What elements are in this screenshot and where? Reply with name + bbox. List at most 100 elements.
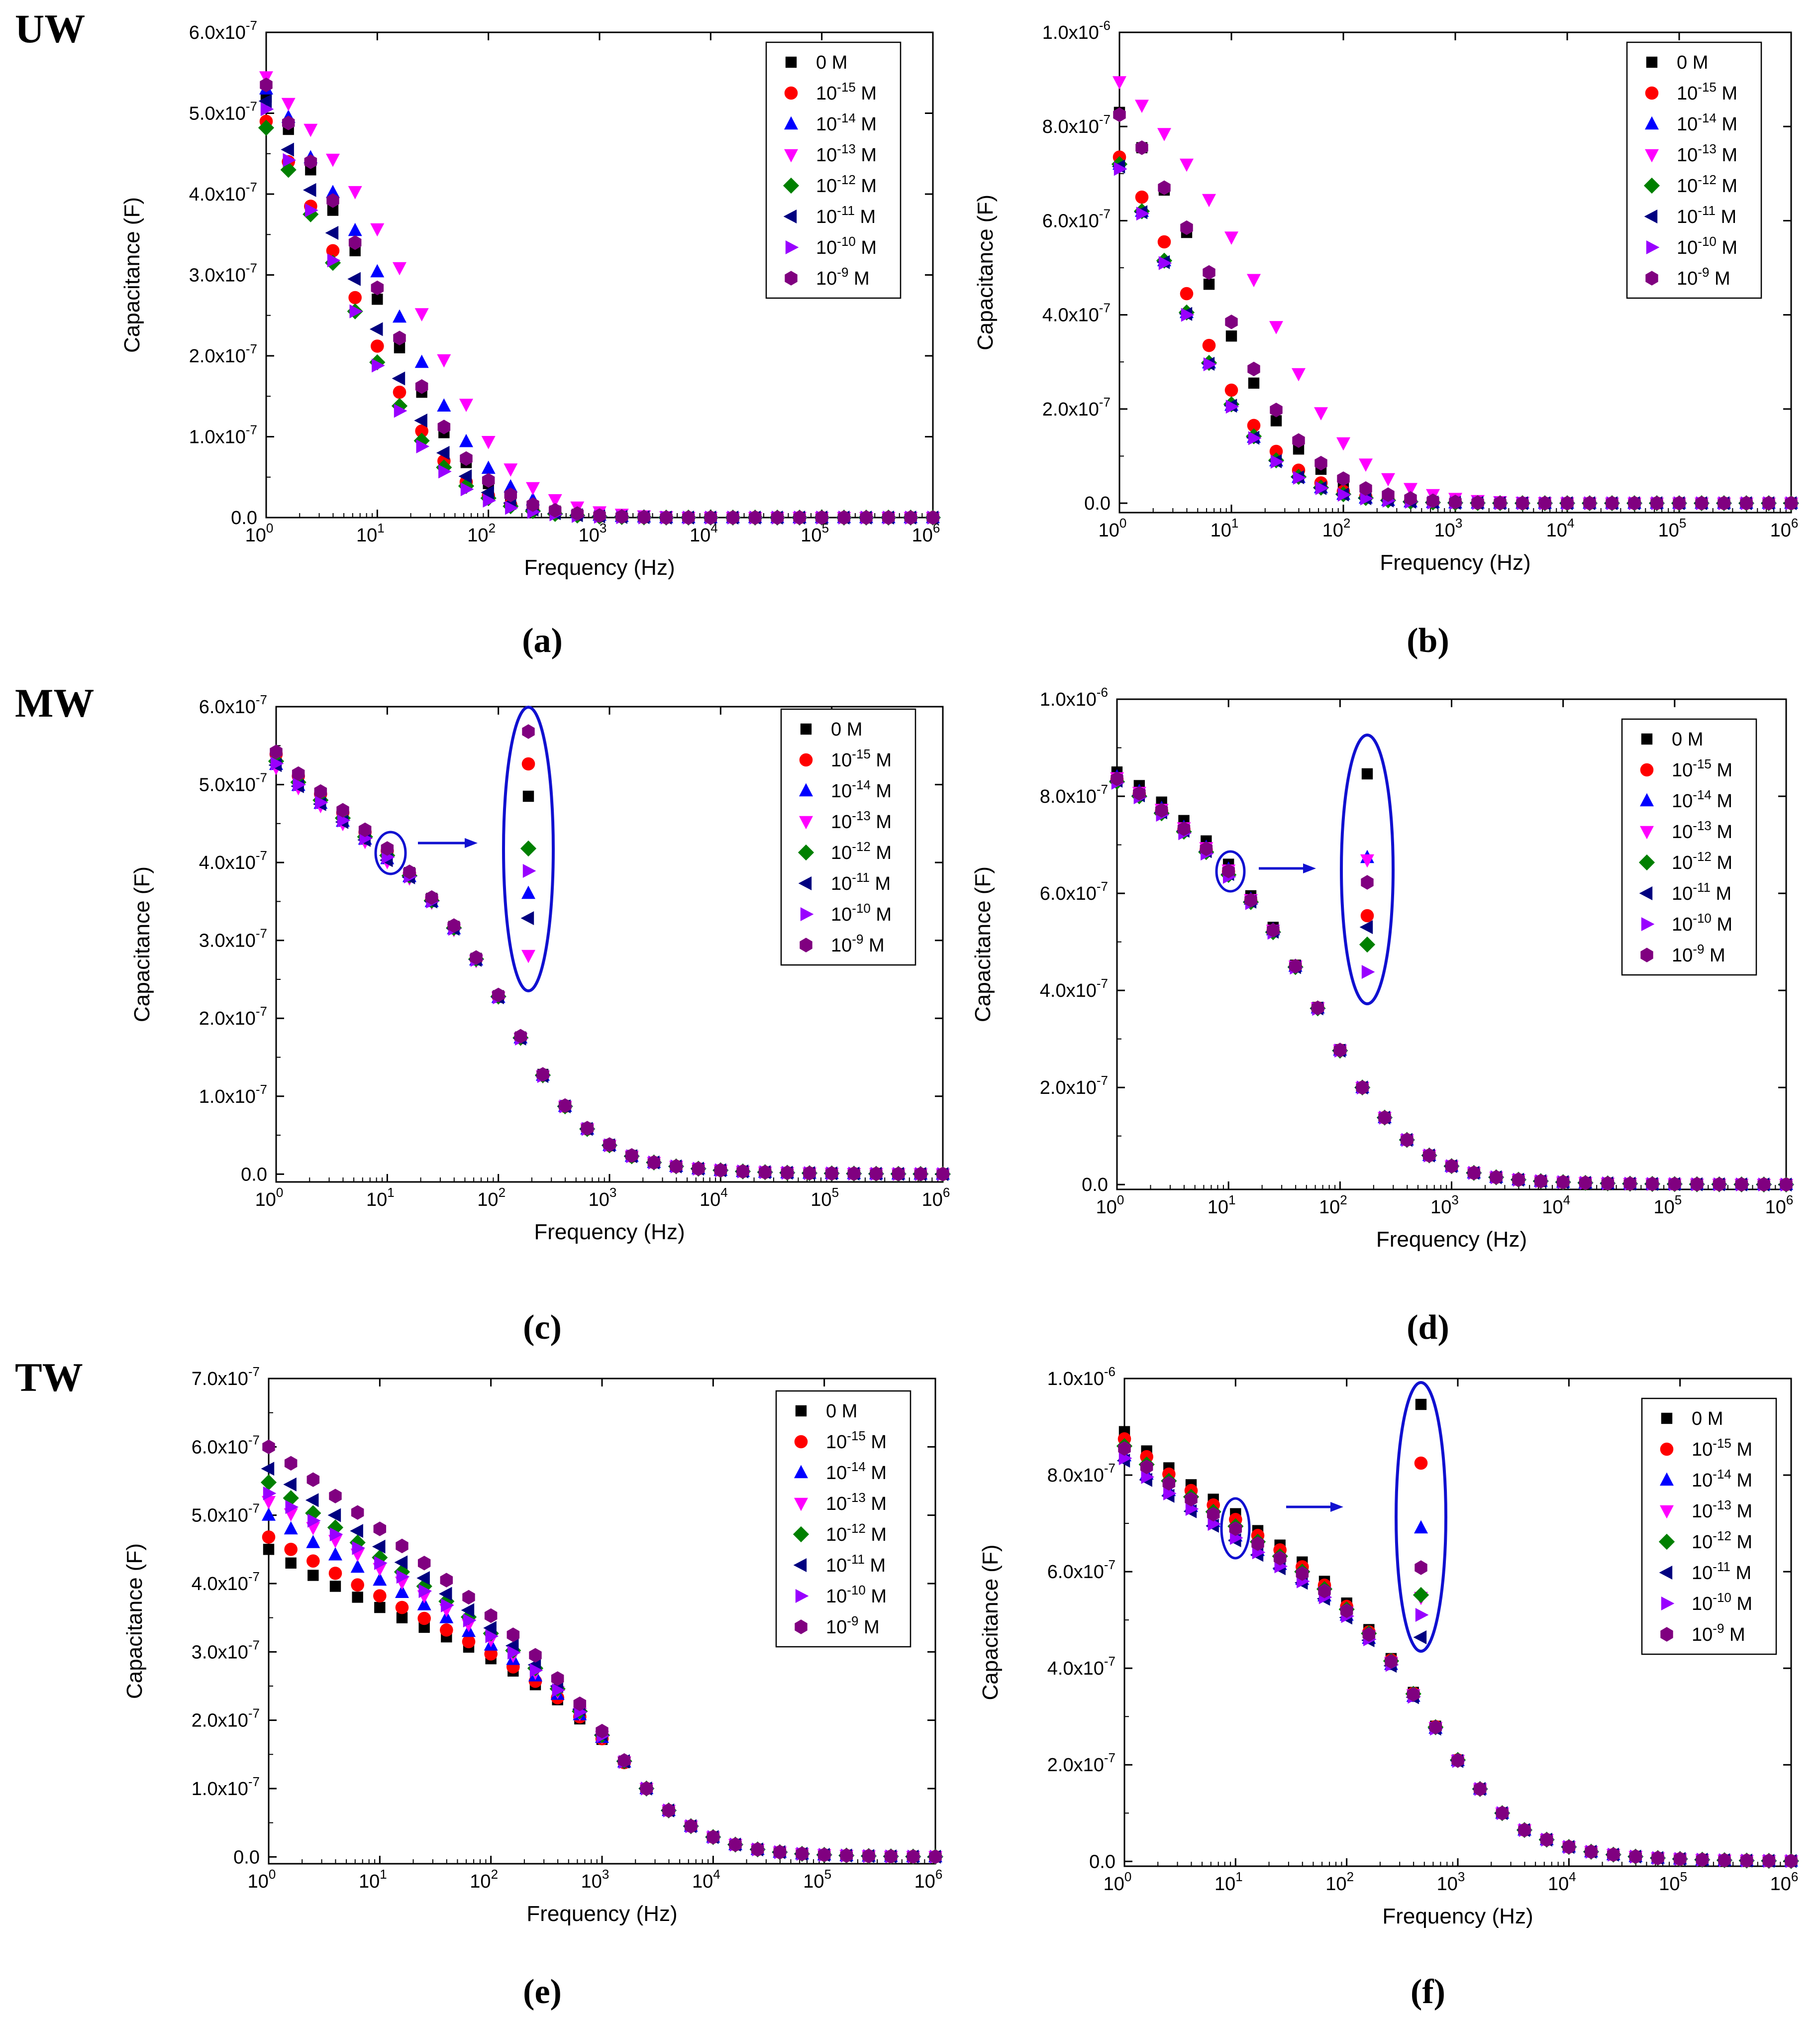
data-point-s7-30: [936, 1167, 949, 1181]
data-point-s7-3: [1185, 1491, 1198, 1507]
legend-box: [765, 41, 902, 299]
x-axis-title: Frequency (Hz): [526, 1902, 677, 1926]
legend-label-4: 10-12 M: [1672, 849, 1732, 873]
data-point-s6-9: [1315, 481, 1329, 495]
x-tick-label: 106: [1770, 516, 1799, 541]
data-point-s7-27: [1718, 1853, 1731, 1868]
legend-label-7: 10-9 M: [1677, 265, 1730, 289]
data-point-s7-8: [440, 1573, 453, 1588]
legend-label-1: 10-15 M: [816, 80, 877, 104]
x-tick-label: 104: [1548, 1869, 1576, 1895]
data-point-s7-11: [1359, 481, 1372, 496]
data-point-s2-7: [417, 1597, 431, 1610]
panel-caption: (c): [523, 1308, 562, 1347]
x-tick-label: 102: [1322, 516, 1351, 541]
data-point-s7-26: [1696, 1852, 1709, 1867]
data-point-s0-1: [285, 1557, 297, 1569]
x-tick-label: 102: [477, 1185, 506, 1210]
data-point-s5-8: [438, 1587, 452, 1601]
data-point-s7-4: [1207, 1507, 1220, 1522]
data-point-s0-7: [418, 1621, 430, 1633]
legend-label-5: 10-11 M: [816, 203, 876, 227]
y-tick-label: 0.0: [1089, 1851, 1115, 1872]
legend-marker-5: [783, 210, 797, 223]
legend-label-2: 10-14 M: [826, 1459, 887, 1484]
data-point-s2-3: [326, 185, 340, 198]
legend-label-6: 10-10 M: [826, 1583, 887, 1607]
legend-marker-3: [784, 149, 798, 163]
legend-label-2: 10-14 M: [1672, 787, 1732, 812]
data-point-s5-2: [305, 1493, 319, 1507]
legend-marker-0: [795, 1405, 807, 1417]
data-point-s7-21: [1579, 1175, 1592, 1190]
y-tick-label: 3.0x10-7: [199, 926, 267, 952]
data-point-s6-9: [460, 482, 474, 497]
data-point-s7-5: [1225, 315, 1238, 329]
legend-label-0: 0 M: [826, 1401, 857, 1422]
data-point-s7-5: [371, 280, 384, 296]
data-point-s7-9: [1311, 1000, 1324, 1015]
data-point-s0-3: [329, 1581, 341, 1592]
data-point-s6-2: [1163, 1486, 1177, 1500]
row-label-uw: UW: [15, 6, 85, 51]
data-point-s3-12: [1381, 473, 1395, 487]
zoom-point-1: [1414, 1456, 1428, 1470]
data-point-s6-3: [1185, 1502, 1199, 1516]
data-point-s7-12: [1385, 1654, 1398, 1669]
data-point-s7-13: [1404, 491, 1417, 506]
data-point-s7-30: [1785, 1853, 1798, 1869]
data-point-s6-1: [293, 777, 306, 792]
legend-label-7: 10-9 M: [1692, 1621, 1745, 1645]
x-axis-title: Frequency (Hz): [534, 1220, 685, 1244]
data-point-s4-7: [413, 432, 430, 449]
y-tick-label: 4.0x10-7: [192, 1569, 260, 1595]
zoom-point-6: [1415, 1608, 1429, 1622]
data-point-s7-17: [647, 1155, 661, 1170]
data-point-s5-7: [414, 414, 427, 427]
data-point-s6-0: [1113, 162, 1127, 176]
data-point-s7-24: [793, 510, 806, 525]
data-point-s7-18: [670, 1159, 683, 1174]
data-point-s7-22: [751, 1842, 764, 1857]
data-point-s2-0: [262, 1507, 276, 1521]
y-tick-label: 1.0x10-6: [1047, 1364, 1115, 1389]
data-point-s7-14: [1426, 493, 1439, 508]
data-point-s7-11: [514, 1029, 527, 1044]
data-point-s5-1: [281, 142, 294, 157]
data-point-s7-8: [437, 420, 451, 434]
legend-label-1: 10-15 M: [1677, 80, 1737, 104]
data-point-s1-4: [1202, 338, 1216, 352]
data-point-s1-6: [395, 1600, 409, 1614]
legend-marker-5: [1659, 1566, 1673, 1580]
data-point-s1-7: [1269, 444, 1283, 458]
panel-caption: (f): [1411, 1973, 1445, 2011]
data-point-s6-1: [283, 153, 297, 167]
data-point-s7-22: [1601, 1176, 1615, 1191]
data-point-s5-4: [350, 1524, 363, 1538]
data-point-s7-17: [1494, 495, 1507, 511]
y-tick-label: 8.0x10-7: [1040, 782, 1108, 807]
y-tick-label: 4.0x10-7: [189, 180, 257, 205]
data-point-s3-6: [393, 262, 406, 276]
data-point-s5-6: [392, 371, 405, 386]
data-point-s7-6: [393, 330, 406, 345]
x-tick-label: 100: [1104, 1869, 1132, 1895]
data-point-s7-24: [1646, 1176, 1659, 1191]
data-point-s3-3: [1180, 158, 1194, 172]
data-point-s2-6: [395, 1585, 409, 1598]
data-point-s7-13: [558, 1098, 572, 1113]
data-point-s6-4: [352, 1541, 366, 1555]
x-tick-label: 102: [1319, 1192, 1347, 1218]
legend-label-0: 0 M: [831, 719, 862, 740]
data-point-s7-22: [748, 510, 762, 525]
data-point-s7-30: [1785, 496, 1798, 511]
data-point-s7-12: [1378, 1110, 1391, 1125]
data-point-s4-0: [258, 119, 275, 136]
x-tick-label: 105: [801, 521, 829, 546]
legend-label-0: 0 M: [816, 52, 847, 73]
y-tick-label: 2.0x10-7: [189, 341, 257, 367]
data-point-s7-17: [640, 1781, 653, 1796]
data-point-s7-3: [336, 803, 349, 818]
data-point-s7-25: [825, 1166, 838, 1181]
data-point-s7-30: [926, 510, 939, 525]
